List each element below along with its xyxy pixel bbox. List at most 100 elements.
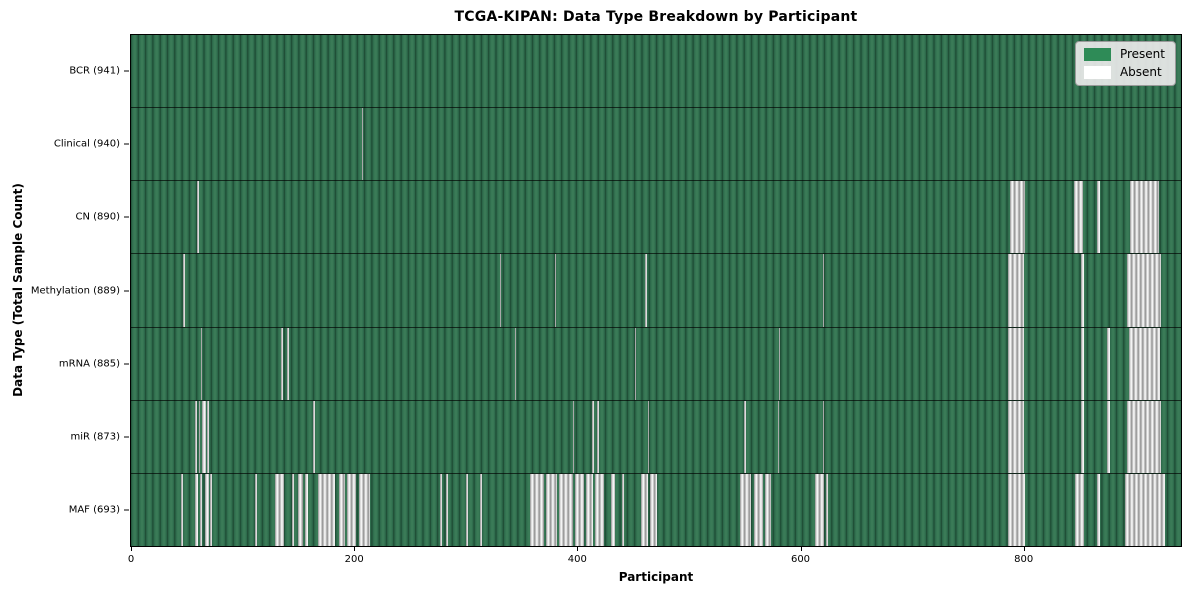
ytick-label-maf: MAF (693) [68, 504, 120, 516]
absent-run [575, 473, 585, 546]
heatmap-row-cn [131, 180, 1181, 254]
absent-run [1080, 400, 1084, 473]
absent-run [595, 473, 605, 546]
absent-run [1008, 400, 1024, 473]
absent-run [1008, 473, 1025, 546]
absent-run [194, 473, 198, 546]
absent-run [196, 181, 200, 254]
absent-run [254, 473, 258, 546]
absent-run [202, 400, 206, 473]
xtick-mark [577, 547, 579, 551]
xtick-label: 800 [1014, 554, 1034, 565]
absent-run [753, 473, 763, 546]
absent-run [779, 327, 781, 400]
absent-run [199, 400, 201, 473]
legend-entry: Absent [1083, 65, 1165, 79]
x-axis-title: Participant [618, 570, 694, 584]
legend-swatch-absent [1083, 66, 1111, 79]
xtick-label: 200 [344, 554, 364, 565]
absent-run [621, 473, 625, 546]
absent-run [640, 473, 648, 546]
absent-run [740, 473, 752, 546]
heatmap-row-mrna [131, 326, 1181, 400]
ytick-mark [124, 143, 129, 145]
heatmap-row-mir [131, 399, 1181, 473]
heatmap-row-methylation [131, 253, 1181, 327]
absent-run [1097, 473, 1100, 546]
xtick-mark [354, 547, 356, 551]
absent-run [586, 473, 593, 546]
absent-run [200, 473, 203, 546]
ytick-mark [124, 216, 129, 218]
xtick-label: 0 [127, 554, 135, 565]
heatmap-row-bcr [131, 35, 1181, 107]
absent-run [445, 473, 448, 546]
absent-run [764, 473, 772, 546]
absent-run [778, 400, 780, 473]
ytick-label-methylation: Methylation (889) [30, 285, 120, 296]
absent-run [1080, 327, 1084, 400]
absent-run [826, 473, 829, 546]
absent-run [465, 473, 468, 546]
legend: Present Absent [1074, 41, 1176, 86]
xtick-label: 600 [790, 554, 811, 565]
absent-run [1107, 400, 1110, 473]
absent-run [572, 400, 574, 473]
absent-run [210, 473, 213, 546]
absent-run [1129, 181, 1159, 254]
absent-run [815, 473, 824, 546]
absent-run [183, 254, 185, 327]
ytick-mark [124, 436, 129, 438]
absent-run [338, 473, 346, 546]
absent-run [649, 473, 657, 546]
legend-swatch-present [1083, 48, 1111, 61]
absent-run [291, 473, 294, 546]
legend-label: Absent [1119, 65, 1162, 79]
absent-run [361, 108, 364, 181]
legend-entry: Present [1083, 48, 1165, 61]
xtick-mark [1023, 547, 1025, 551]
absent-run [645, 254, 647, 327]
xtick-mark [800, 547, 802, 551]
plot-area: Present Absent [130, 34, 1182, 547]
absent-run [1128, 327, 1160, 400]
absent-run [204, 473, 210, 546]
absent-run [274, 473, 284, 546]
absent-run [440, 473, 443, 546]
ytick-mark [124, 70, 129, 72]
absent-run [358, 473, 370, 546]
ytick-label-mir: miR (873) [70, 431, 120, 443]
absent-run [1080, 254, 1084, 327]
absent-run [1127, 254, 1161, 327]
absent-run [298, 473, 303, 546]
ytick-label-bcr: BCR (941) [69, 65, 120, 77]
absent-run [1107, 327, 1110, 400]
ytick-mark [124, 509, 129, 511]
absent-run [194, 400, 197, 473]
absent-run [559, 473, 573, 546]
absent-run [181, 473, 184, 546]
absent-run [1010, 181, 1025, 254]
absent-run [201, 327, 203, 400]
absent-run [480, 473, 483, 546]
absent-run [287, 327, 290, 400]
ytick-label-cn: CN (890) [75, 211, 120, 223]
absent-run [597, 400, 599, 473]
absent-run [514, 327, 516, 400]
absent-run [1127, 400, 1161, 473]
absent-run [1073, 181, 1083, 254]
absent-run [1074, 473, 1084, 546]
absent-run [1008, 327, 1024, 400]
xtick-mark [131, 547, 132, 551]
absent-run [635, 327, 637, 400]
absent-run [280, 327, 283, 400]
absent-run [555, 254, 557, 327]
absent-run [530, 473, 544, 546]
absent-run [591, 400, 595, 473]
absent-run [318, 473, 336, 546]
ytick-mark [124, 290, 129, 291]
absent-run [206, 400, 210, 473]
absent-run [743, 400, 746, 473]
absent-run [822, 400, 824, 473]
